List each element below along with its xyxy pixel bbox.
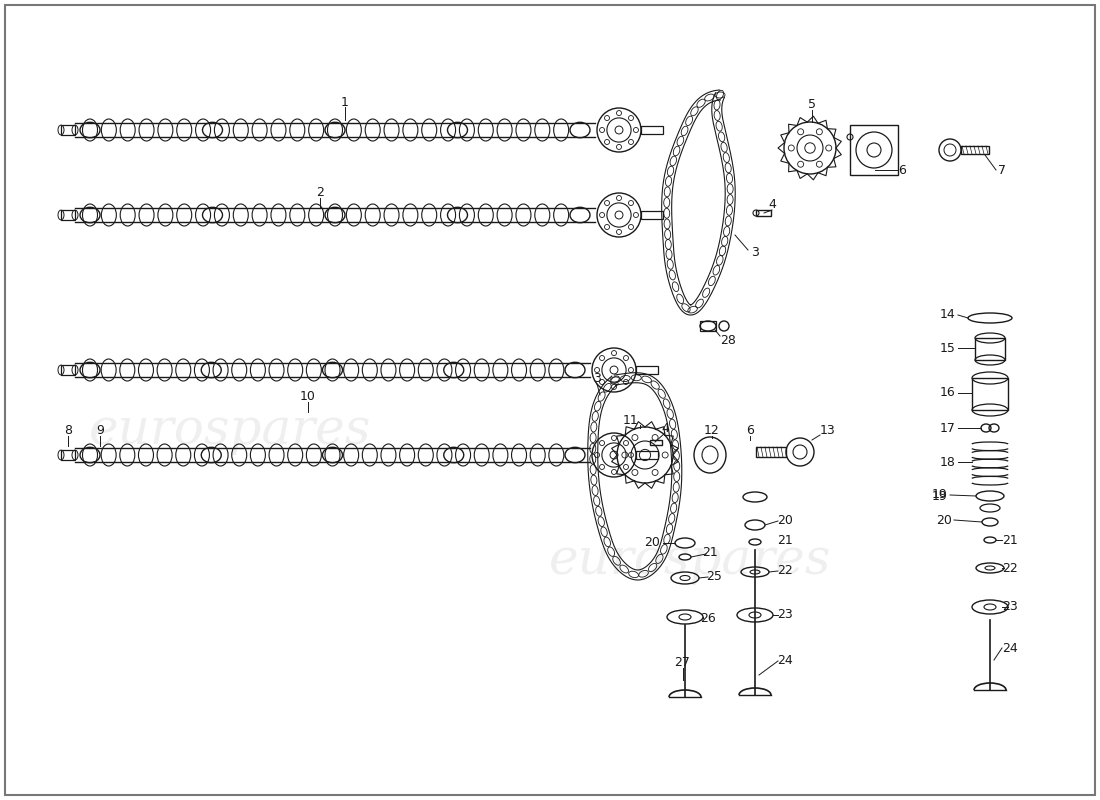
Text: 1: 1 [341, 95, 349, 109]
Text: 16: 16 [940, 386, 956, 399]
Bar [641, 211, 663, 219]
Text: eurospares: eurospares [89, 406, 371, 454]
Bar [60, 210, 75, 220]
Text: 4: 4 [768, 198, 776, 211]
Text: 13: 13 [821, 423, 836, 437]
Text: 3: 3 [751, 246, 759, 259]
Text: 19: 19 [932, 489, 948, 502]
Bar [636, 366, 658, 374]
Bar [961, 146, 989, 154]
Bar [641, 126, 663, 134]
Text: 20: 20 [645, 537, 660, 550]
Text: 15: 15 [940, 342, 956, 354]
Bar [60, 125, 75, 135]
Text: 22: 22 [1002, 562, 1018, 574]
Text: 3: 3 [593, 371, 601, 385]
Text: 19: 19 [932, 490, 948, 503]
Text: eurospares: eurospares [549, 535, 832, 585]
Text: 23: 23 [1002, 601, 1018, 614]
Text: 9: 9 [96, 423, 103, 437]
Text: 11: 11 [623, 414, 639, 426]
Bar [650, 440, 662, 445]
Bar [756, 447, 786, 457]
Bar [636, 451, 658, 459]
Text: 14: 14 [940, 309, 956, 322]
Bar [60, 365, 75, 375]
Text: 6: 6 [746, 423, 754, 437]
Bar [850, 125, 898, 175]
Text: 8: 8 [64, 423, 72, 437]
Text: 21: 21 [702, 546, 718, 559]
Text: 10: 10 [300, 390, 316, 402]
Text: 18: 18 [940, 455, 956, 469]
Text: 7: 7 [998, 163, 1006, 177]
Text: 21: 21 [1002, 534, 1018, 546]
Text: 24: 24 [1002, 642, 1018, 654]
Text: 27: 27 [674, 655, 690, 669]
Text: 17: 17 [940, 422, 956, 434]
Bar [975, 338, 1005, 360]
Text: 4: 4 [661, 422, 669, 434]
Text: 24: 24 [777, 654, 793, 666]
Text: 26: 26 [700, 611, 716, 625]
Bar [60, 450, 75, 460]
Text: 20: 20 [936, 514, 952, 526]
Bar [700, 321, 716, 331]
Text: 2: 2 [316, 186, 323, 198]
Text: 21: 21 [777, 534, 793, 546]
Text: 12: 12 [704, 423, 719, 437]
Bar [756, 210, 771, 216]
Text: 5: 5 [808, 98, 816, 111]
Text: 20: 20 [777, 514, 793, 526]
Text: 25: 25 [706, 570, 722, 583]
Text: 22: 22 [777, 563, 793, 577]
Text: 28: 28 [720, 334, 736, 346]
Text: 6: 6 [898, 163, 906, 177]
Text: 23: 23 [777, 609, 793, 622]
Bar [972, 378, 1008, 410]
